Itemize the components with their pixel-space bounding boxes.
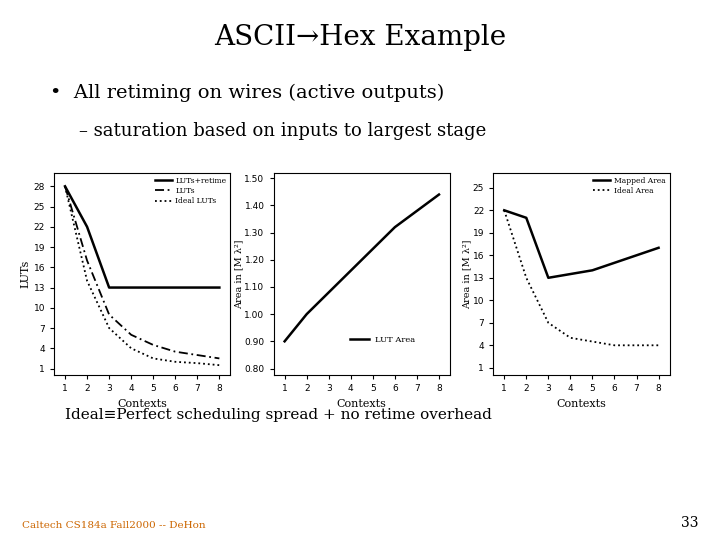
- Legend: LUTs+retime, LUTs, Ideal LUTs: LUTs+retime, LUTs, Ideal LUTs: [155, 177, 227, 205]
- X-axis label: Contexts: Contexts: [117, 399, 167, 409]
- Legend: Mapped Area, Ideal Area: Mapped Area, Ideal Area: [593, 177, 666, 195]
- X-axis label: Contexts: Contexts: [557, 399, 606, 409]
- Y-axis label: LUTs: LUTs: [21, 260, 31, 288]
- Text: Ideal≡Perfect scheduling spread + no retime overhead: Ideal≡Perfect scheduling spread + no ret…: [65, 408, 492, 422]
- X-axis label: Contexts: Contexts: [337, 399, 387, 409]
- Text: •  All retiming on wires (active outputs): • All retiming on wires (active outputs): [50, 84, 445, 102]
- Text: – saturation based on inputs to largest stage: – saturation based on inputs to largest …: [79, 122, 487, 139]
- Y-axis label: Area in [M λ²]: Area in [M λ²]: [234, 239, 243, 309]
- Text: ASCII→Hex Example: ASCII→Hex Example: [214, 24, 506, 51]
- Text: 33: 33: [681, 516, 698, 530]
- Legend: LUT Area: LUT Area: [347, 332, 419, 347]
- Y-axis label: Area in [M λ²]: Area in [M λ²]: [462, 239, 472, 309]
- Text: Caltech CS184a Fall2000 -- DeHon: Caltech CS184a Fall2000 -- DeHon: [22, 521, 205, 530]
